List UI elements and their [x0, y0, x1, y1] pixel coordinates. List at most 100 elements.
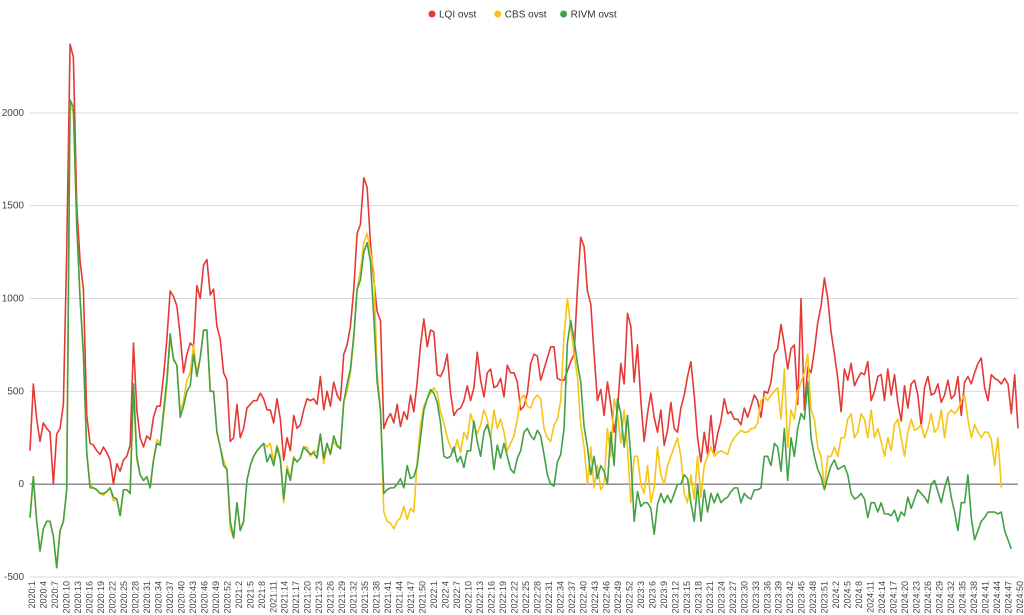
y-tick-label: 2000	[2, 108, 25, 119]
legend-marker	[560, 10, 568, 18]
x-tick-label: 2021:5	[245, 581, 255, 609]
x-tick-label: 2022:25	[521, 581, 531, 614]
x-tick-label: 2022:46	[601, 581, 611, 614]
x-tick-label: 2022:52	[624, 581, 634, 614]
y-tick-label: 0	[18, 479, 24, 490]
x-tick-label: 2020:40	[176, 581, 186, 614]
x-tick-label: 2022:1	[429, 581, 439, 609]
x-tick-label: 2020:19	[96, 581, 106, 614]
x-tick-label: 2021:20	[303, 581, 313, 614]
x-tick-label: 2022:43	[590, 581, 600, 614]
x-tick-label: 2021:26	[326, 581, 336, 614]
x-tick-label: 2020:46	[199, 581, 209, 614]
x-tick-label: 2020:25	[119, 581, 129, 614]
x-tick-label: 2024:32	[946, 581, 956, 614]
x-tick-label: 2021:2	[234, 581, 244, 609]
y-tick-label: 500	[7, 386, 24, 397]
x-tick-label: 2020:16	[84, 581, 94, 614]
x-tick-label: 2023:45	[797, 581, 807, 614]
x-tick-label: 2024:50	[1015, 581, 1024, 614]
legend-label: CBS ovst	[505, 10, 547, 21]
x-tick-label: 2023:39	[774, 581, 784, 614]
x-tick-label: 2023:15	[682, 581, 692, 614]
x-tick-label: 2021:23	[314, 581, 324, 614]
x-tick-label: 2020:37	[165, 581, 175, 614]
x-tick-label: 2021:14	[280, 581, 290, 614]
x-tick-label: 2024:35	[958, 581, 968, 614]
x-tick-label: 2020:22	[107, 581, 117, 614]
x-tick-label: 2021:29	[337, 581, 347, 614]
x-tick-label: 2023:42	[785, 581, 795, 614]
x-tick-label: 2020:43	[188, 581, 198, 614]
x-tick-label: 2023:36	[762, 581, 772, 614]
x-tick-label: 2022:22	[510, 581, 520, 614]
x-tick-label: 2023:51	[820, 581, 830, 614]
x-tick-label: 2024:41	[981, 581, 991, 614]
x-tick-label: 2021:35	[360, 581, 370, 614]
x-tick-label: 2024:14	[877, 581, 887, 614]
x-tick-label: 2024:23	[912, 581, 922, 614]
x-tick-label: 2020:7	[50, 581, 60, 609]
series-line-cbs-ovst	[29, 102, 1003, 569]
x-tick-label: 2022:16	[487, 581, 497, 614]
legend-label: LQI ovst	[439, 10, 476, 21]
x-tick-label: 2023:12	[670, 581, 680, 614]
x-tick-label: 2024:11	[866, 581, 876, 613]
x-tick-label: 2023:27	[728, 581, 738, 614]
x-tick-label: 2023:3	[636, 581, 646, 609]
x-tick-label: 2021:8	[257, 581, 267, 609]
x-tick-label: 2024:20	[900, 581, 910, 614]
x-tick-label: 2021:11	[268, 581, 278, 613]
x-tick-label: 2022:31	[544, 581, 554, 614]
x-tick-label: 2021:47	[406, 581, 416, 614]
y-tick-label: 1500	[2, 201, 25, 212]
x-tick-label: 2020:1	[27, 581, 37, 609]
x-tick-label: 2024:5	[843, 581, 853, 609]
y-tick-label: -500	[4, 572, 24, 583]
x-tick-label: 2020:34	[153, 581, 163, 614]
x-tick-label: 2022:7	[452, 581, 462, 609]
x-tick-label: 2022:28	[532, 581, 542, 614]
x-tick-label: 2024:17	[889, 581, 899, 614]
x-tick-label: 2022:40	[578, 581, 588, 614]
x-tick-label: 2023:33	[751, 581, 761, 614]
x-tick-label: 2024:2	[831, 581, 841, 609]
x-tick-label: 2024:47	[1004, 581, 1014, 614]
gridlines	[30, 112, 1018, 578]
series-line-rivm-ovst	[29, 99, 1013, 569]
x-tick-label: 2020:13	[73, 581, 83, 614]
legend: LQI ovst CBS ovst RIVM ovst	[428, 10, 617, 21]
x-tick-label: 2022:49	[613, 581, 623, 614]
x-tick-label: 2023:9	[659, 581, 669, 609]
x-tick-label: 2020:10	[61, 581, 71, 614]
legend-label: RIVM ovst	[571, 10, 617, 21]
x-tick-label: 2023:24	[716, 581, 726, 614]
x-tick-label: 2021:17	[291, 581, 301, 614]
legend-marker	[428, 10, 436, 18]
x-tick-label: 2020:31	[142, 581, 152, 614]
x-tick-label: 2022:13	[475, 581, 485, 614]
x-tick-label: 2022:10	[464, 581, 474, 614]
x-tick-label: 2022:19	[498, 581, 508, 614]
x-tick-label: 2022:37	[567, 581, 577, 614]
x-tick-label: 2021:38	[372, 581, 382, 614]
x-tick-label: 2024:26	[923, 581, 933, 614]
x-tick-label: 2022:34	[555, 581, 565, 614]
series-lines	[29, 43, 1019, 569]
x-tick-label: 2024:44	[992, 581, 1002, 614]
x-tick-label: 2024:29	[935, 581, 945, 614]
x-tick-label: 2020:4	[38, 581, 48, 609]
y-axis-ticks: -500 0 500 1000 1500 2000	[2, 108, 25, 583]
x-tick-label: 2023:21	[705, 581, 715, 614]
x-tick-label: 2020:52	[222, 581, 232, 614]
x-tick-label: 2022:4	[441, 581, 451, 609]
x-tick-label: 2023:30	[739, 581, 749, 614]
x-tick-label: 2020:28	[130, 581, 140, 614]
x-tick-label: 2021:32	[349, 581, 359, 614]
x-tick-label: 2020:49	[211, 581, 221, 614]
x-tick-label: 2023:18	[693, 581, 703, 614]
x-tick-label: 2023:6	[647, 581, 657, 609]
x-axis-ticks: 2020:1 2020:4 2020:7 2020:10 2020:13 2020:16 2…	[27, 581, 1024, 614]
x-tick-label: 2024:8	[854, 581, 864, 609]
